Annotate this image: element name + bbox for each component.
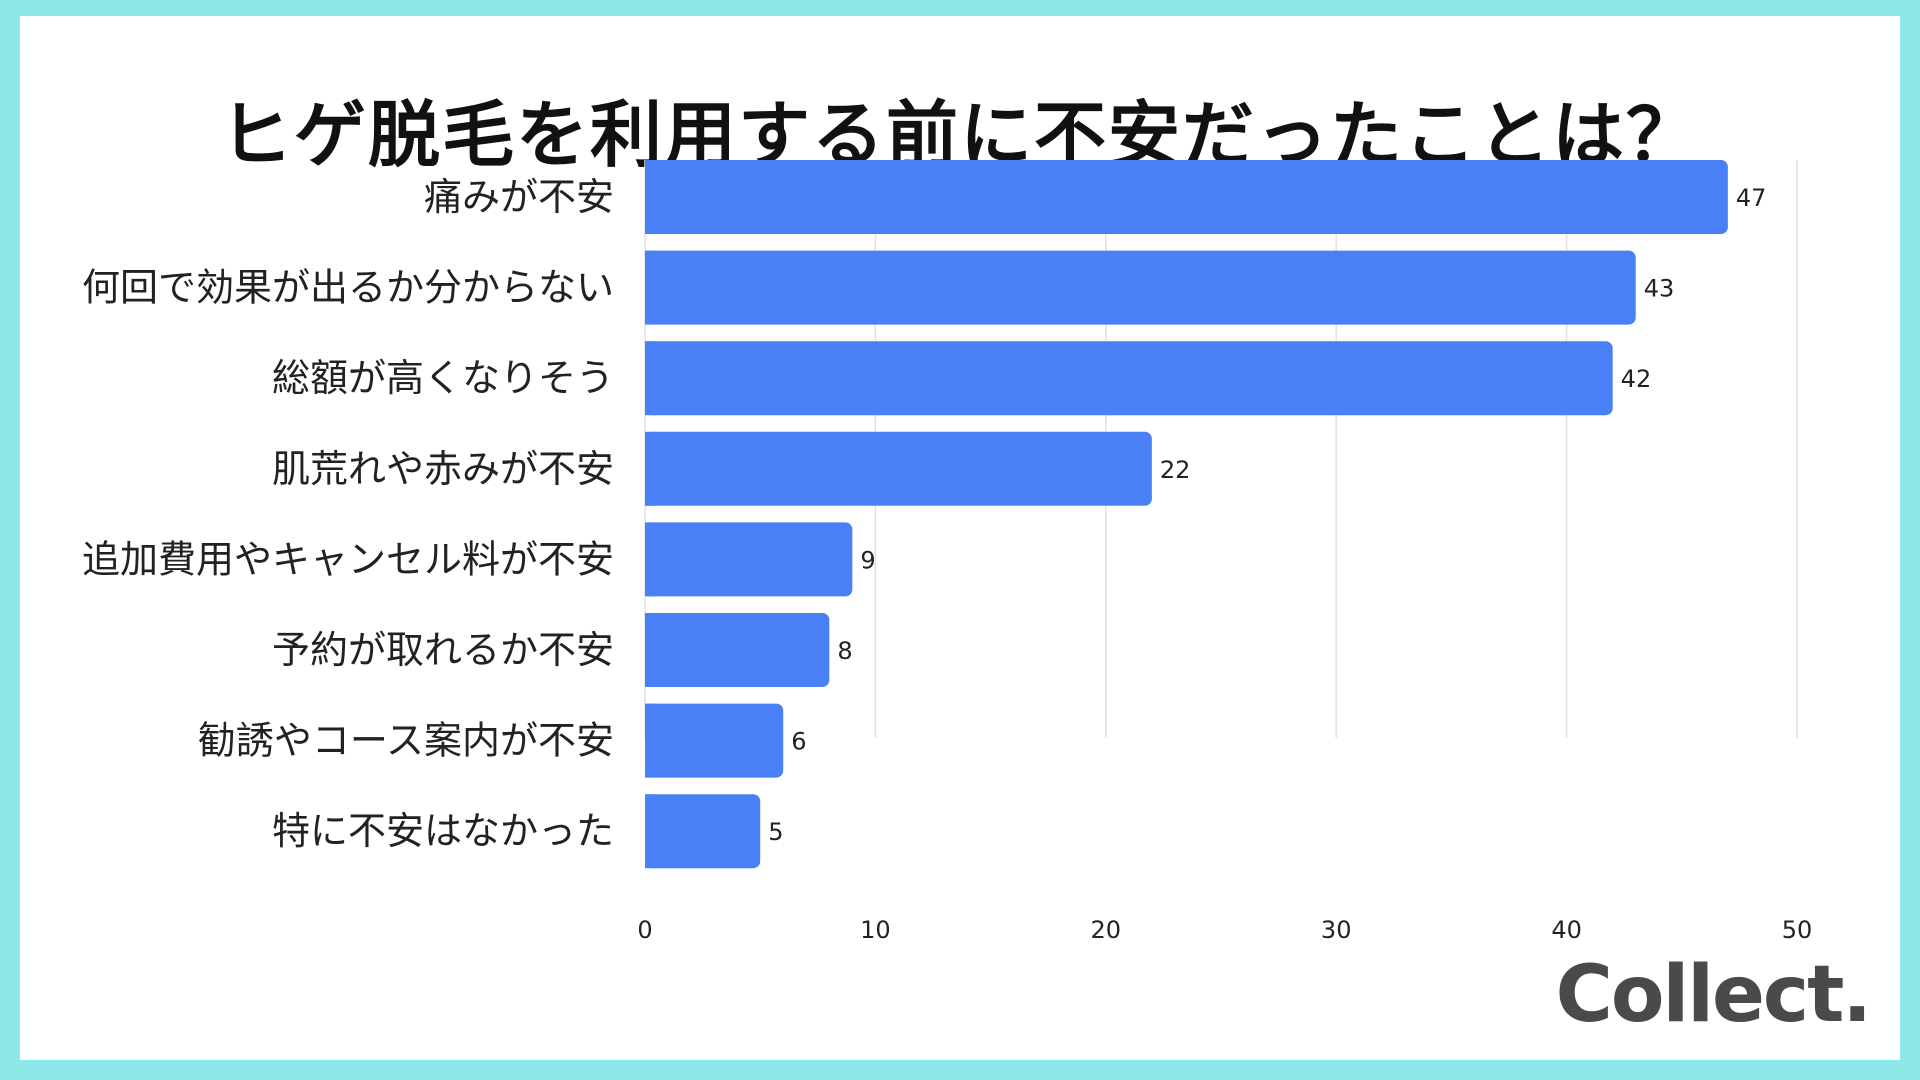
category-label: 特に不安はなかった: [272, 809, 614, 853]
collect-logo: Collect.: [1555, 950, 1872, 1040]
x-tick-label: 20: [1091, 916, 1122, 944]
category-label: 予約が取れるか不安: [272, 628, 614, 672]
value-label: 47: [1736, 184, 1767, 212]
bar-corner: [645, 341, 655, 416]
x-tick-label: 0: [637, 916, 652, 944]
x-tick-label: 30: [1321, 916, 1352, 944]
bar-corner: [645, 703, 655, 778]
bar: [645, 250, 1636, 325]
x-tick-label: 10: [860, 916, 891, 944]
value-label: 9: [860, 546, 875, 574]
x-tick-label: 40: [1551, 916, 1582, 944]
bar: [645, 522, 853, 597]
bar-corner: [645, 431, 655, 506]
x-axis-ticks: 0 10 20 30 40 50: [637, 916, 1812, 944]
x-tick-label: 50: [1782, 916, 1813, 944]
category-label: 総額が高くなりそう: [272, 356, 614, 400]
bars: [645, 160, 1728, 869]
value-label: 22: [1160, 456, 1191, 484]
bar-corner: [645, 794, 655, 869]
bar-chart: 痛みが不安何回で効果が出るか分からない総額が高くなりそう肌荒れや赤みが不安追加費…: [82, 160, 1812, 944]
bar: [645, 794, 761, 869]
category-label: 肌荒れや赤みが不安: [272, 447, 614, 491]
category-label: 何回で効果が出るか分からない: [82, 266, 614, 310]
bar-corner: [645, 250, 655, 325]
category-label: 追加費用やキャンセル料が不安: [82, 537, 614, 581]
bar-corner: [645, 522, 655, 597]
value-label: 5: [768, 818, 783, 846]
value-label: 42: [1621, 365, 1652, 393]
bar: [645, 341, 1613, 416]
bar-corner: [645, 613, 655, 687]
value-label: 6: [791, 728, 806, 756]
category-label: 痛みが不安: [424, 175, 614, 219]
category-label: 勧誘やコース案内が不安: [198, 719, 614, 763]
value-label: 43: [1644, 275, 1675, 303]
bar: [645, 613, 830, 687]
bar: [645, 431, 1152, 506]
value-label: 8: [837, 637, 852, 665]
bar-corner: [645, 160, 655, 234]
bar: [645, 703, 784, 778]
bar: [645, 160, 1728, 234]
value-labels: 47 43 42 22 9 8 6 5: [768, 184, 1766, 846]
chart-card: ヒゲ脱毛を利用する前に不安だったことは？ 痛みが不安 何回で効果が出るか分からない…: [20, 16, 1900, 1060]
category-labels: 痛みが不安何回で効果が出るか分からない総額が高くなりそう肌荒れや赤みが不安追加費…: [82, 175, 614, 853]
